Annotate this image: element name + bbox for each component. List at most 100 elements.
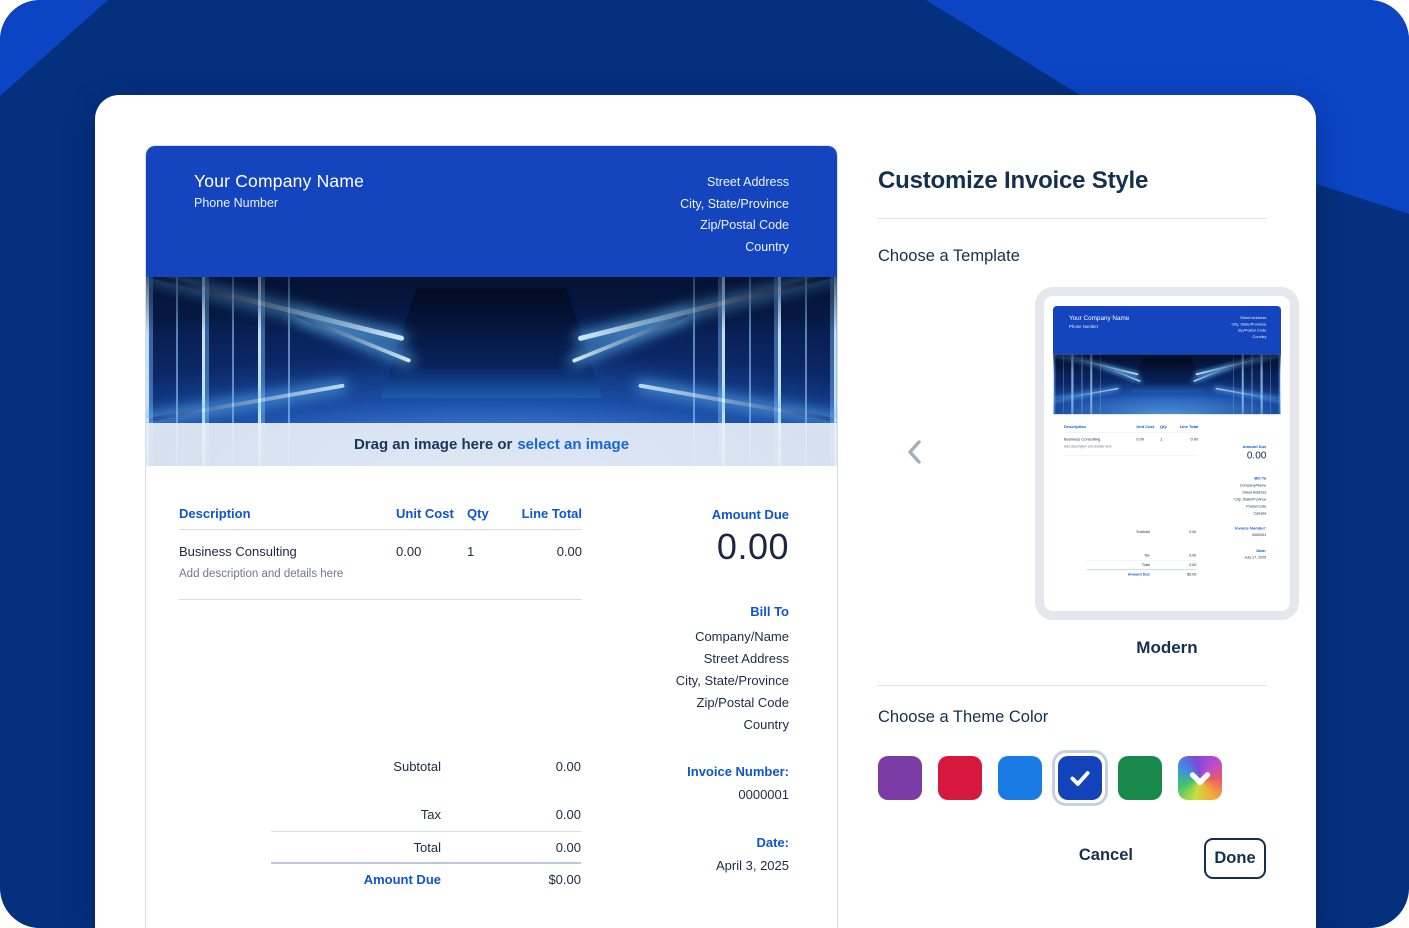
mini-col-qty: Qty — [1159, 424, 1167, 429]
tax-value: 0.00 — [555, 807, 581, 822]
mini-banner-image — [1053, 354, 1281, 415]
date-heading: Date: — [756, 835, 789, 850]
invoice-header: Your Company Name Phone Number Street Ad… — [146, 146, 837, 277]
totals-divider-strong — [271, 862, 581, 864]
line-items-table: Description Unit Cost Qty Line Total Bus… — [179, 506, 582, 600]
tax-label: Tax — [420, 807, 441, 822]
panel-divider — [878, 685, 1266, 686]
mini-table-header-row: Description Unit Cost Qty Line Total — [1064, 424, 1198, 430]
amount-due-big-value: 0.00 — [716, 526, 789, 567]
mini-bill-to-line: Street Address — [1242, 490, 1267, 495]
banner-image-dropzone[interactable]: Drag an image here or select an image — [146, 277, 837, 466]
mini-col-description: Description — [1063, 424, 1087, 429]
corridor-haze — [1053, 354, 1281, 415]
address-line: Street Address — [707, 175, 789, 189]
mini-amount-due-heading: Amount Due — [1242, 444, 1267, 449]
totals-block: Subtotal 0.00 Tax 0.00 Total 0.00 Amount… — [271, 758, 581, 888]
done-button[interactable]: Done — [1204, 838, 1266, 879]
panel-divider — [878, 218, 1266, 219]
col-line-total: Line Total — [521, 506, 582, 521]
mini-item-unit-cost: 0.00 — [1136, 436, 1145, 442]
mini-bill-to-heading: Bill To — [1254, 475, 1267, 481]
chevron-down-icon — [1189, 772, 1211, 785]
mini-date-heading: Date: — [1256, 548, 1267, 553]
amount-due-row: Amount Due $0.00 — [271, 871, 581, 888]
invoice-number-heading: Invoice Number: — [687, 764, 789, 779]
mini-invoice-body: Description Unit Cost Qty Line Total Bus… — [1053, 414, 1281, 601]
selected-swatch-ring — [1052, 750, 1108, 806]
item-description: Business Consulting — [179, 544, 297, 559]
mini-tax-label: Tax — [1143, 553, 1150, 558]
mini-phone: Phone Number — [1068, 323, 1099, 329]
bill-to-line: Country — [743, 717, 789, 732]
color-swatch-red[interactable] — [938, 756, 982, 800]
mini-tax-row: Tax 0.00 — [1086, 553, 1196, 558]
mini-invoice-page: Your Company Name Phone Number Street Ad… — [1053, 306, 1281, 601]
totals-divider — [271, 831, 581, 832]
table-row: Business Consulting 0.00 1 0.00 — [179, 544, 582, 561]
image-drop-bar[interactable]: Drag an image here or select an image — [146, 423, 837, 466]
color-swatch-bright-blue[interactable] — [998, 756, 1042, 800]
mini-date-value: July 17, 2025 — [1244, 555, 1267, 560]
cancel-button[interactable]: Cancel — [1078, 846, 1133, 864]
mini-bill-to-line: City, State/Province — [1234, 497, 1267, 502]
mini-address-block: Street Address City, State/Province Zip/… — [1232, 315, 1267, 340]
panel-actions: Cancel Done — [878, 838, 1266, 879]
table-header-row: Description Unit Cost Qty Line Total — [179, 506, 582, 523]
mini-tax-value: 0.00 — [1189, 553, 1197, 558]
item-line-total: 0.00 — [556, 544, 582, 559]
mini-subtotal-row: Subtotal 0.00 — [1086, 529, 1196, 534]
mini-address-line: Street Address — [1240, 315, 1267, 320]
color-swatch-green[interactable] — [1118, 756, 1162, 800]
color-swatch-purple[interactable] — [878, 756, 922, 800]
mini-invoice-header: Your Company Name Phone Number Street Ad… — [1053, 306, 1281, 355]
bill-to-line: City, State/Province — [675, 673, 789, 688]
mini-address-line: Country — [1252, 334, 1267, 339]
bill-to-line: Street Address — [703, 651, 789, 666]
mini-total-row: Total 0.00 — [1086, 562, 1196, 567]
mini-bill-to-line: Canada — [1253, 511, 1267, 516]
item-details-placeholder: Add description and details here — [179, 568, 344, 580]
mini-line-items-table: Description Unit Cost Qty Line Total Bus… — [1063, 424, 1199, 456]
mini-address-line: Zip/Postal Code — [1237, 327, 1267, 333]
mini-amount-due-total: $0.00 — [1187, 572, 1197, 577]
mini-item-line-total: 0.00 — [1190, 436, 1199, 442]
select-image-link[interactable]: select an image — [517, 436, 630, 453]
col-qty: Qty — [467, 506, 489, 521]
mini-total-label: Total — [1141, 562, 1150, 567]
amount-due-label: Amount Due — [363, 872, 441, 887]
color-swatch-rainbow[interactable] — [1178, 756, 1222, 800]
address-line: Zip/Postal Code — [700, 218, 789, 232]
mini-amount-due-label: Amount Due — [1127, 572, 1150, 577]
subtotal-label: Subtotal — [393, 759, 441, 774]
mini-summary-column: Amount Due 0.00 Bill To Company/Name Str… — [1193, 444, 1266, 559]
amount-due-heading: Amount Due — [711, 507, 789, 522]
mini-subtotal-label: Subtotal — [1136, 529, 1150, 534]
mini-total-value: 0.00 — [1189, 562, 1197, 567]
customize-panel: Customize Invoice Style Choose a Templat… — [878, 95, 1299, 928]
table-divider — [179, 529, 582, 530]
mini-item-details: Add description and details here — [1063, 444, 1112, 449]
mini-bill-to-block: Company/Name Street Address City, State/… — [1193, 482, 1266, 517]
mini-table-row: Business Consulting 0.00 1 0.00 — [1064, 437, 1198, 443]
check-icon — [1070, 771, 1090, 786]
col-unit-cost: Unit Cost — [396, 506, 454, 521]
mini-corridor-image — [1053, 354, 1281, 415]
invoice-number-value: 0000001 — [738, 787, 789, 802]
template-prev-button[interactable] — [898, 435, 932, 469]
tax-row: Tax 0.00 — [271, 806, 581, 823]
mini-col-line-total: Line Total — [1179, 424, 1199, 429]
customize-invoice-modal: Your Company Name Phone Number Street Ad… — [95, 95, 1316, 928]
color-swatch-dark-blue-selected[interactable] — [1058, 756, 1102, 800]
mini-totals-block: Subtotal 0.00 Tax 0.00 Total — [1086, 529, 1197, 577]
subtotal-row: Subtotal 0.00 — [271, 758, 581, 775]
template-thumbnail-viewport: Your Company Name Phone Number Street Ad… — [1053, 306, 1281, 601]
theme-color-swatches — [878, 750, 1266, 806]
choose-theme-color-heading: Choose a Theme Color — [878, 708, 1049, 726]
template-thumbnail-modern[interactable]: Your Company Name Phone Number Street Ad… — [1035, 287, 1299, 620]
bill-to-heading: Bill To — [750, 604, 789, 619]
table-divider — [179, 599, 582, 600]
mini-item-qty: 1 — [1159, 436, 1163, 442]
bill-to-line: Zip/Postal Code — [696, 695, 790, 710]
item-unit-cost: 0.00 — [396, 544, 422, 559]
